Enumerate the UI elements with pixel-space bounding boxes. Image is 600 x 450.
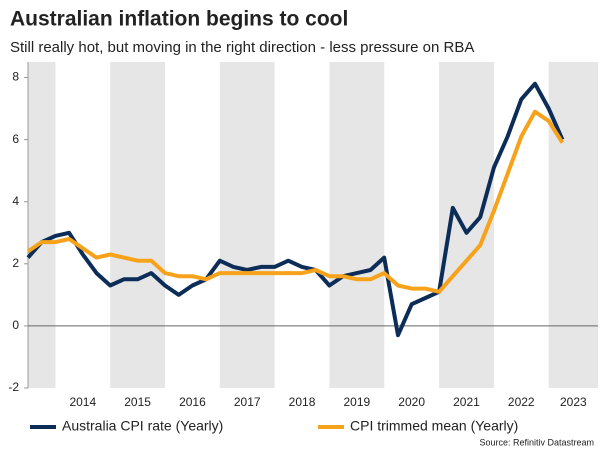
x-tick-label: 2020 xyxy=(398,395,425,409)
year-band xyxy=(548,62,598,388)
y-tick-label: -2 xyxy=(8,380,19,394)
x-tick-label: 2018 xyxy=(289,395,316,409)
legend-label: Australia CPI rate (Yearly) xyxy=(62,418,223,434)
x-tick-label: 2019 xyxy=(343,395,370,409)
x-tick-label: 2016 xyxy=(179,395,206,409)
x-tick-label: 2022 xyxy=(508,395,535,409)
source: Source: Refinitiv Datastream xyxy=(479,437,594,447)
series-line xyxy=(26,109,565,294)
year-band xyxy=(439,62,494,388)
year-band xyxy=(219,62,275,388)
year-band xyxy=(110,62,166,388)
x-tick-label: 2021 xyxy=(453,395,480,409)
chart-title: Australian inflation begins to cool xyxy=(10,8,348,31)
series-line xyxy=(26,81,565,338)
legend-label: CPI trimmed mean (Yearly) xyxy=(350,418,518,434)
year-band xyxy=(329,62,385,388)
y-tick-label: 0 xyxy=(12,318,19,332)
x-tick-label: 2023 xyxy=(560,395,587,409)
y-tick-label: 4 xyxy=(12,194,19,208)
y-tick-label: 8 xyxy=(12,70,19,84)
x-tick-label: 2015 xyxy=(124,395,151,409)
y-tick-label: 6 xyxy=(12,132,19,146)
chart-subtitle: Still really hot, but moving in the righ… xyxy=(10,39,474,56)
x-tick-label: 2014 xyxy=(69,395,96,409)
x-tick-label: 2017 xyxy=(234,395,261,409)
y-tick-label: 2 xyxy=(12,256,19,270)
year-band xyxy=(28,62,56,388)
plot-area: 2014 2015 2016 2017 2018 2019 2020 2021 2022 2023… xyxy=(8,62,598,409)
